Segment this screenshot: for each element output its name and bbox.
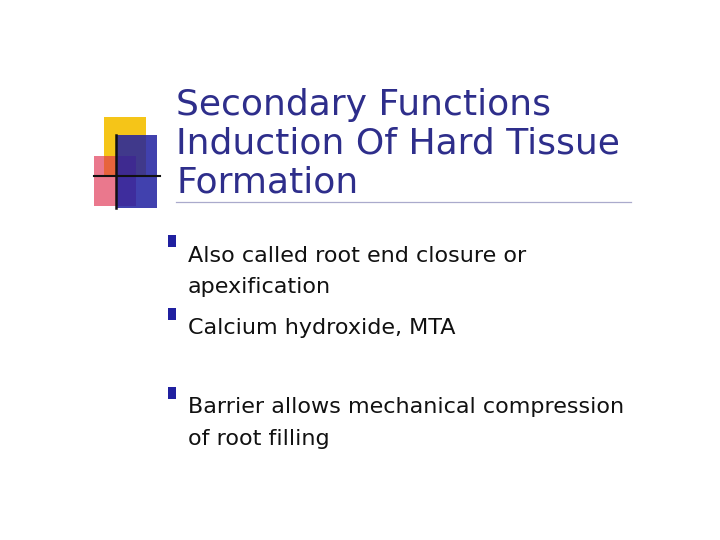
Text: Also called root end closure or: Also called root end closure or (188, 246, 526, 266)
FancyBboxPatch shape (104, 117, 145, 175)
Text: Calcium hydroxide, MTA: Calcium hydroxide, MTA (188, 319, 455, 339)
Text: Barrier allows mechanical compression: Barrier allows mechanical compression (188, 397, 624, 417)
FancyBboxPatch shape (168, 387, 176, 399)
Text: apexification: apexification (188, 277, 330, 297)
Text: of root filling: of root filling (188, 429, 329, 449)
FancyBboxPatch shape (168, 308, 176, 320)
Text: Formation: Formation (176, 165, 359, 199)
Text: Secondary Functions: Secondary Functions (176, 87, 552, 122)
FancyBboxPatch shape (117, 136, 157, 208)
FancyBboxPatch shape (168, 235, 176, 247)
Text: Induction Of Hard Tissue: Induction Of Hard Tissue (176, 126, 621, 160)
FancyBboxPatch shape (94, 156, 136, 206)
